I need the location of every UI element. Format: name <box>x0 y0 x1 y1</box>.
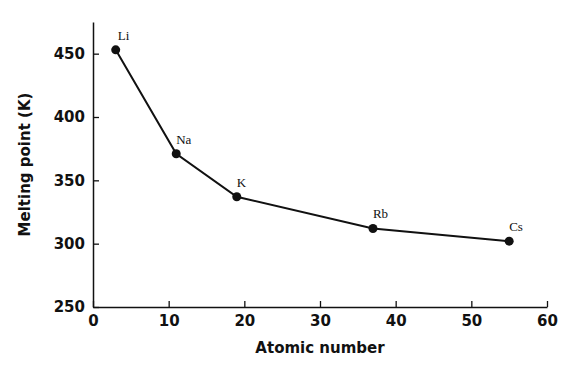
y-axis-tick-mark <box>93 244 99 245</box>
point <box>232 192 241 201</box>
annotations: Li Na K Rb Cs <box>118 28 523 234</box>
x-axis-tick-mark <box>244 301 245 307</box>
x-axis-tick-label: 30 <box>310 312 331 330</box>
y-axis-tick-label: 250 <box>54 298 85 316</box>
chart: 0 10 20 30 40 50 60 250 300 350 400 450 Li Na K Rb Cs Ato… <box>0 0 580 371</box>
x-axis-tick: 20 <box>234 301 255 330</box>
line <box>116 50 509 241</box>
x-axis-tick-mark <box>320 301 321 307</box>
point-label: Li <box>118 28 130 43</box>
x-axis-tick-label: 10 <box>159 312 180 330</box>
y-axis-tick-mark <box>93 54 99 55</box>
x-axis-tick: 30 <box>310 301 331 330</box>
y-axis-title: Melting point (K) <box>16 93 34 237</box>
y-axis-tick-label: 400 <box>54 108 85 126</box>
y-axis-tick: 450 <box>54 45 99 63</box>
y-axis-tick-mark <box>93 180 99 181</box>
x-axis-tick-label: 40 <box>386 312 407 330</box>
y-axis-tick: 250 <box>54 298 99 316</box>
point-label: Na <box>176 132 191 147</box>
plot: 0 10 20 30 40 50 60 250 300 350 400 450 Li Na K Rb Cs <box>54 23 558 330</box>
point <box>111 45 120 54</box>
y-axis-tick-mark <box>93 117 99 118</box>
point-label: Rb <box>373 206 388 221</box>
x-axis-tick: 50 <box>461 301 482 330</box>
x-axis: 0 10 20 30 40 50 60 <box>88 301 558 330</box>
point <box>368 224 377 233</box>
point-label: Cs <box>509 219 523 234</box>
marks <box>111 45 513 245</box>
y-axis-tick: 350 <box>54 172 99 190</box>
x-axis-tick-mark <box>547 301 548 307</box>
x-axis-tick-label: 50 <box>461 312 482 330</box>
x-axis-tick: 60 <box>537 301 558 330</box>
x-axis-tick-label: 20 <box>234 312 255 330</box>
x-axis-tick: 40 <box>386 301 407 330</box>
point-label: K <box>237 175 247 190</box>
x-axis-title: Atomic number <box>255 339 385 357</box>
y-axis-tick-label: 450 <box>54 45 85 63</box>
x-axis-tick-label: 60 <box>537 312 558 330</box>
x-axis-tick-mark <box>169 301 170 307</box>
y-axis-tick-label: 300 <box>54 235 85 253</box>
y-axis-tick: 300 <box>54 235 99 253</box>
y-axis: 250 300 350 400 450 <box>54 23 99 317</box>
y-axis-tick: 400 <box>54 108 99 126</box>
point <box>172 149 181 158</box>
y-axis-line <box>93 23 95 308</box>
x-axis-tick-label: 0 <box>88 312 98 330</box>
x-axis-tick-mark <box>471 301 472 307</box>
x-axis-tick-mark <box>396 301 397 307</box>
y-axis-tick-label: 350 <box>54 172 85 190</box>
point <box>505 237 514 246</box>
y-axis-tick-mark <box>93 307 99 308</box>
x-axis-tick: 10 <box>159 301 180 330</box>
